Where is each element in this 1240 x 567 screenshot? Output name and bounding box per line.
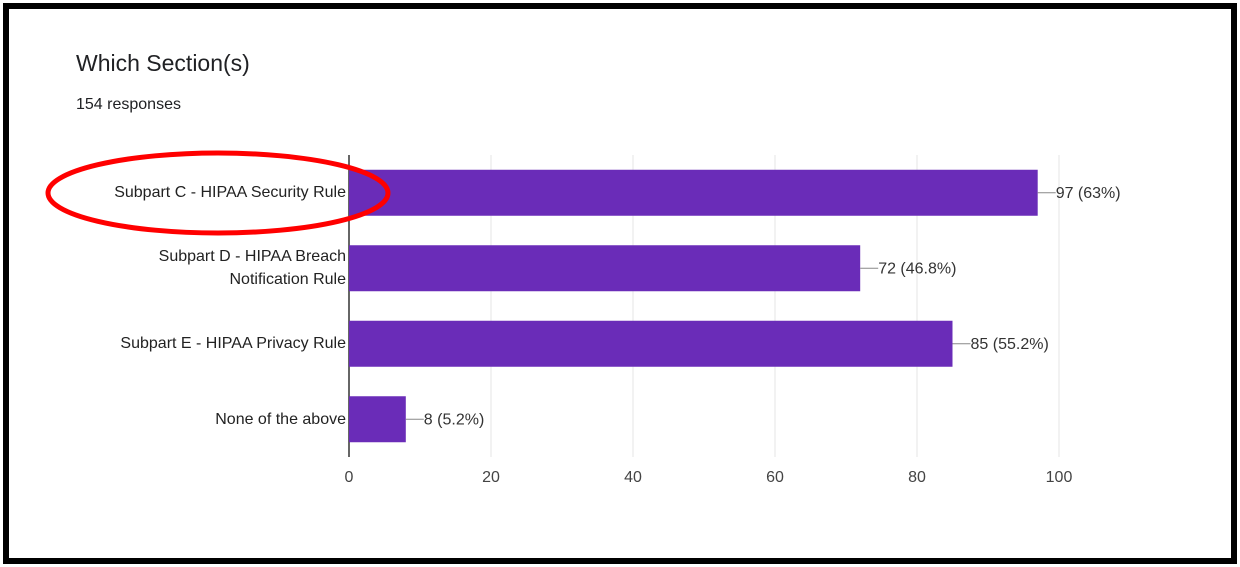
- value-label: 8 (5.2%): [424, 411, 484, 428]
- y-tick-label: Subpart C - HIPAA Security Rule: [114, 184, 346, 202]
- bar: [349, 320, 953, 367]
- highlight-ellipse: [45, 150, 391, 236]
- y-tick-label: Subpart D - HIPAA Breach Notification Ru…: [158, 248, 346, 289]
- x-tick-label: 100: [1046, 469, 1073, 486]
- value-label: 97 (63%): [1056, 185, 1121, 202]
- bar: [349, 396, 406, 443]
- chart-subtitle: 154 responses: [76, 96, 181, 113]
- bar: [349, 169, 1038, 216]
- x-tick-label: 20: [482, 469, 500, 486]
- x-tick-label: 60: [766, 469, 784, 486]
- value-label: 85 (55.2%): [971, 336, 1049, 353]
- value-label: 72 (46.8%): [878, 260, 956, 277]
- x-tick-label: 80: [908, 469, 926, 486]
- y-tick-label: None of the above: [215, 410, 346, 428]
- x-tick-label: 40: [624, 469, 642, 486]
- y-tick-label: Subpart E - HIPAA Privacy Rule: [120, 335, 346, 353]
- bars: 97 (63%) 72 (46.8%) 85 (55.2%) 8 (5.2%): [349, 169, 1121, 443]
- chart-title: Which Section(s): [76, 50, 250, 76]
- bar: [349, 245, 861, 292]
- x-tick-label: 0: [345, 469, 354, 486]
